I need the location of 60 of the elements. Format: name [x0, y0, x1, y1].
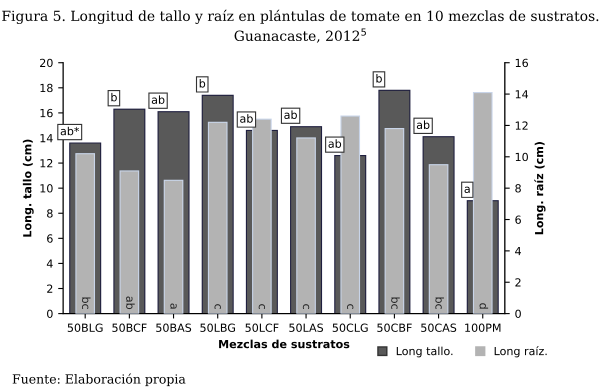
y-tick-label: 18	[40, 84, 53, 92]
data-label: ab	[126, 296, 135, 310]
data-label: c	[258, 304, 266, 309]
x-tick-label: 50BAS	[156, 324, 192, 332]
data-label: a	[464, 186, 470, 193]
data-label: b	[376, 74, 382, 83]
data-label: b	[200, 79, 206, 88]
chart-subtitle: Guanacaste, 2012$^{5}$	[234, 28, 366, 43]
y-tick-label: 16	[40, 108, 53, 118]
data-label: bc	[391, 298, 400, 309]
data-label: c	[347, 304, 354, 309]
data-label: ab	[284, 110, 297, 119]
x-tick-label: 50BCF	[112, 324, 147, 332]
data-label: ab	[240, 114, 253, 123]
x-axis-title: Mezclas de sustratos	[219, 340, 350, 348]
x-tick-label: 50LBG	[200, 324, 235, 332]
x-tick-label: 50CAS	[421, 324, 456, 332]
y2-tick-label: 16	[516, 58, 528, 68]
y-tick-label: 8	[47, 209, 53, 218]
data-label: ab	[328, 139, 342, 148]
data-label: b	[111, 92, 117, 102]
legend-label: Long tallo.	[396, 346, 452, 358]
y-tick-label: 20	[40, 58, 53, 68]
x-tick-label: 50LAS	[289, 324, 324, 332]
y2-tick-label: 2	[515, 278, 521, 286]
source-note: Fuente: Elaboración propia	[12, 374, 186, 386]
y2-tick-label: 6	[515, 215, 521, 224]
data-label: c	[214, 304, 221, 309]
y-tick-label: 14	[40, 134, 53, 142]
y2-tick-label: 8	[515, 184, 521, 193]
y-tick-label: 2	[47, 284, 52, 293]
y2-tick-label: 14	[516, 90, 528, 98]
y-tick-label: 10	[40, 184, 53, 193]
data-label: ab*	[60, 126, 80, 136]
y-axis-title: Long. tallo (cm)	[22, 140, 34, 237]
data-label: c	[302, 304, 310, 309]
data-label: ab	[152, 95, 164, 104]
y-tick-label: 12	[40, 159, 52, 168]
y2-tick-label: 12	[516, 121, 528, 130]
x-tick-label: 50LCF	[246, 324, 278, 332]
y-tick-label: 0	[47, 310, 53, 318]
chart-title: Figura 5. Longitud de tallo y raíz en plántulas de tomate en 10 mezclas de sustratos.	[2, 10, 598, 24]
bar	[164, 180, 184, 314]
data-label: bc	[82, 298, 91, 309]
y-tick-label: 4	[46, 260, 53, 268]
y2-tick-label: 10	[516, 152, 528, 162]
y-tick-label: 6	[47, 234, 53, 243]
data-label: bc	[435, 298, 444, 309]
legend-label: Long raíz.	[494, 346, 547, 358]
x-tick-label: 100PM	[465, 324, 500, 332]
y2-tick-label: 0	[515, 310, 521, 318]
data-label: a	[170, 304, 177, 309]
x-tick-label: 50CBF	[377, 324, 412, 332]
x-tick-label: 50CLG	[332, 324, 368, 332]
y2-tick-label: 4	[515, 247, 522, 256]
y2-axis-title: Long. raíz (cm)	[534, 142, 546, 234]
data-label: ab	[416, 120, 430, 130]
data-label: d	[480, 303, 488, 309]
bar	[120, 170, 140, 314]
x-tick-label: 50BLG	[68, 324, 103, 332]
